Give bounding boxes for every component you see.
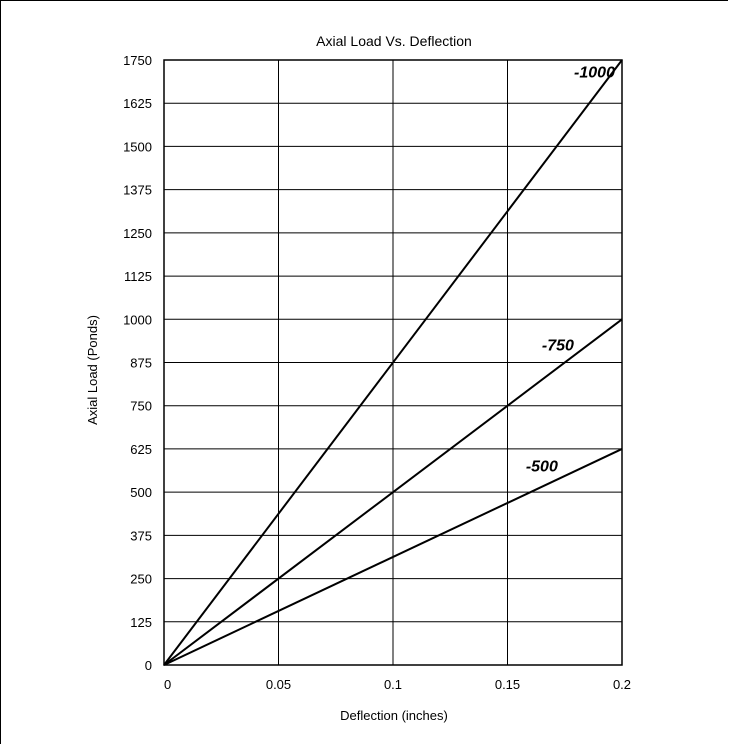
series-line-neg1000: [163, 59, 623, 666]
x-tick-label: 0.2: [613, 677, 631, 692]
y-tick-label: 625: [130, 442, 152, 457]
series-label: -1000: [574, 64, 615, 81]
x-tick-label: 0.15: [495, 677, 520, 692]
x-axis-label: Deflection (inches): [340, 708, 448, 723]
y-tick-label: 0: [145, 658, 152, 673]
series-labels: -1000 -750 -500: [526, 64, 615, 475]
chart-title: Axial Load Vs. Deflection: [316, 33, 472, 49]
y-tick-labels: 0 125 250 375 500 625 750 875 1000 1125 1250 1375 15…: [123, 53, 152, 673]
series-label: -500: [526, 458, 558, 475]
y-tick-label: 875: [130, 356, 152, 371]
y-tick-label: 250: [130, 572, 152, 587]
series-line-neg500: [163, 448, 623, 666]
plot-area-border: [163, 59, 623, 666]
y-tick-label: 1250: [123, 226, 152, 241]
y-tick-label: 1375: [123, 183, 152, 198]
y-tick-label: 125: [130, 615, 152, 630]
y-tick-label: 1125: [124, 269, 152, 284]
series-lines: [163, 59, 623, 666]
y-tick-label: 1000: [123, 312, 152, 327]
x-tick-label: 0.1: [384, 677, 402, 692]
y-tick-label: 1500: [123, 139, 152, 154]
y-axis-label: Axial Load (Ponds): [85, 315, 100, 425]
y-tick-label: 500: [130, 485, 152, 500]
series-label: -750: [542, 337, 574, 354]
y-tick-label: 375: [130, 528, 152, 543]
y-tick-label: 1750: [123, 53, 152, 68]
y-tick-label: 750: [130, 399, 152, 414]
x-tick-label: 0: [164, 677, 171, 692]
x-tick-label: 0.05: [266, 677, 291, 692]
y-tick-label: 1625: [123, 96, 152, 111]
series-line-neg750: [163, 318, 623, 666]
grid-lines: [164, 60, 622, 665]
x-tick-labels: 0 0.05 0.1 0.15 0.2: [164, 677, 631, 692]
